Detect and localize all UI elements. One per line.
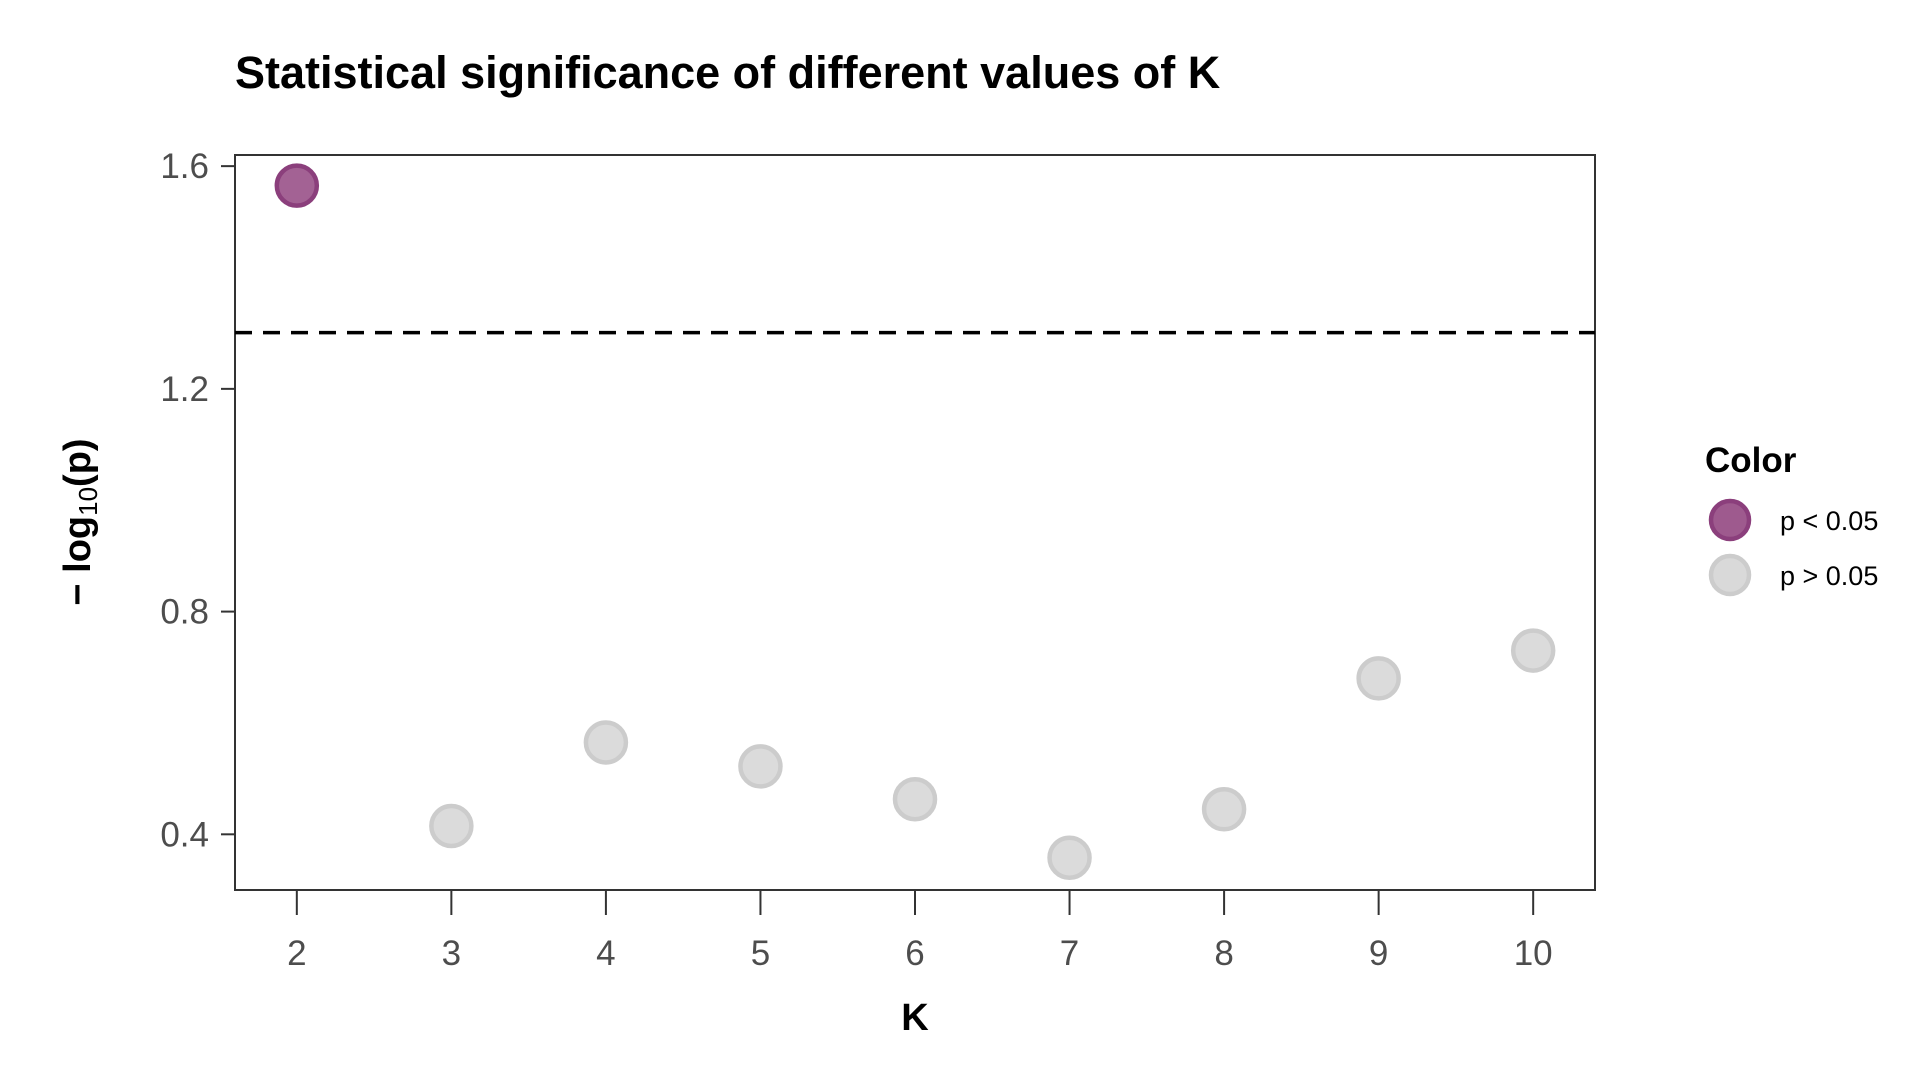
legend-label-1: p > 0.05: [1780, 561, 1878, 591]
x-tick-label: 7: [1060, 934, 1079, 973]
x-tick-label: 10: [1514, 934, 1553, 973]
x-tick-label: 4: [596, 934, 615, 973]
legend-key-1: [1708, 553, 1752, 597]
data-point-k-9: [1356, 656, 1401, 701]
data-point-k-6: [892, 776, 938, 822]
data-point-k-10: [1510, 628, 1556, 673]
legend-key-0: [1708, 498, 1752, 542]
y-tick-label: 0.4: [160, 815, 209, 854]
y-axis-title: − log10(p): [57, 438, 103, 605]
x-tick-label: 3: [442, 934, 461, 973]
y-axis-title-subscript: 10: [73, 487, 103, 516]
x-tick-label: 8: [1214, 934, 1233, 973]
data-point-k-5: [738, 744, 783, 789]
points-layer: [274, 163, 1556, 880]
y-tick-label: 1.6: [160, 147, 209, 186]
x-axis: 2 3 4 5 6 7 8 9 10: [287, 890, 1553, 973]
data-point-k-7: [1047, 835, 1092, 880]
x-tick-label: 9: [1369, 934, 1388, 973]
y-tick-label: 1.2: [160, 370, 209, 409]
chart-title: Statistical significance of different va…: [235, 47, 1221, 98]
x-tick-label: 5: [751, 934, 770, 973]
data-point-k-4: [583, 720, 629, 765]
data-point-k-8: [1201, 787, 1247, 832]
y-axis-title-suffix: (p): [57, 438, 99, 487]
legend: Color p < 0.05 p > 0.05: [1705, 441, 1878, 597]
legend-entries: p < 0.05 p > 0.05: [1708, 498, 1878, 597]
x-tick-label: 2: [287, 934, 306, 973]
y-axis-title-prefix: − log: [57, 516, 99, 606]
x-axis-title: K: [901, 997, 929, 1039]
y-tick-label: 0.8: [160, 593, 209, 632]
x-tick-label: 6: [905, 934, 924, 973]
legend-title: Color: [1705, 441, 1797, 480]
legend-label-0: p < 0.05: [1780, 506, 1878, 536]
data-point-k-3: [429, 803, 474, 849]
y-axis: 0.4 0.8 1.2 1.6: [160, 147, 235, 854]
data-point-k-2: [274, 163, 320, 208]
